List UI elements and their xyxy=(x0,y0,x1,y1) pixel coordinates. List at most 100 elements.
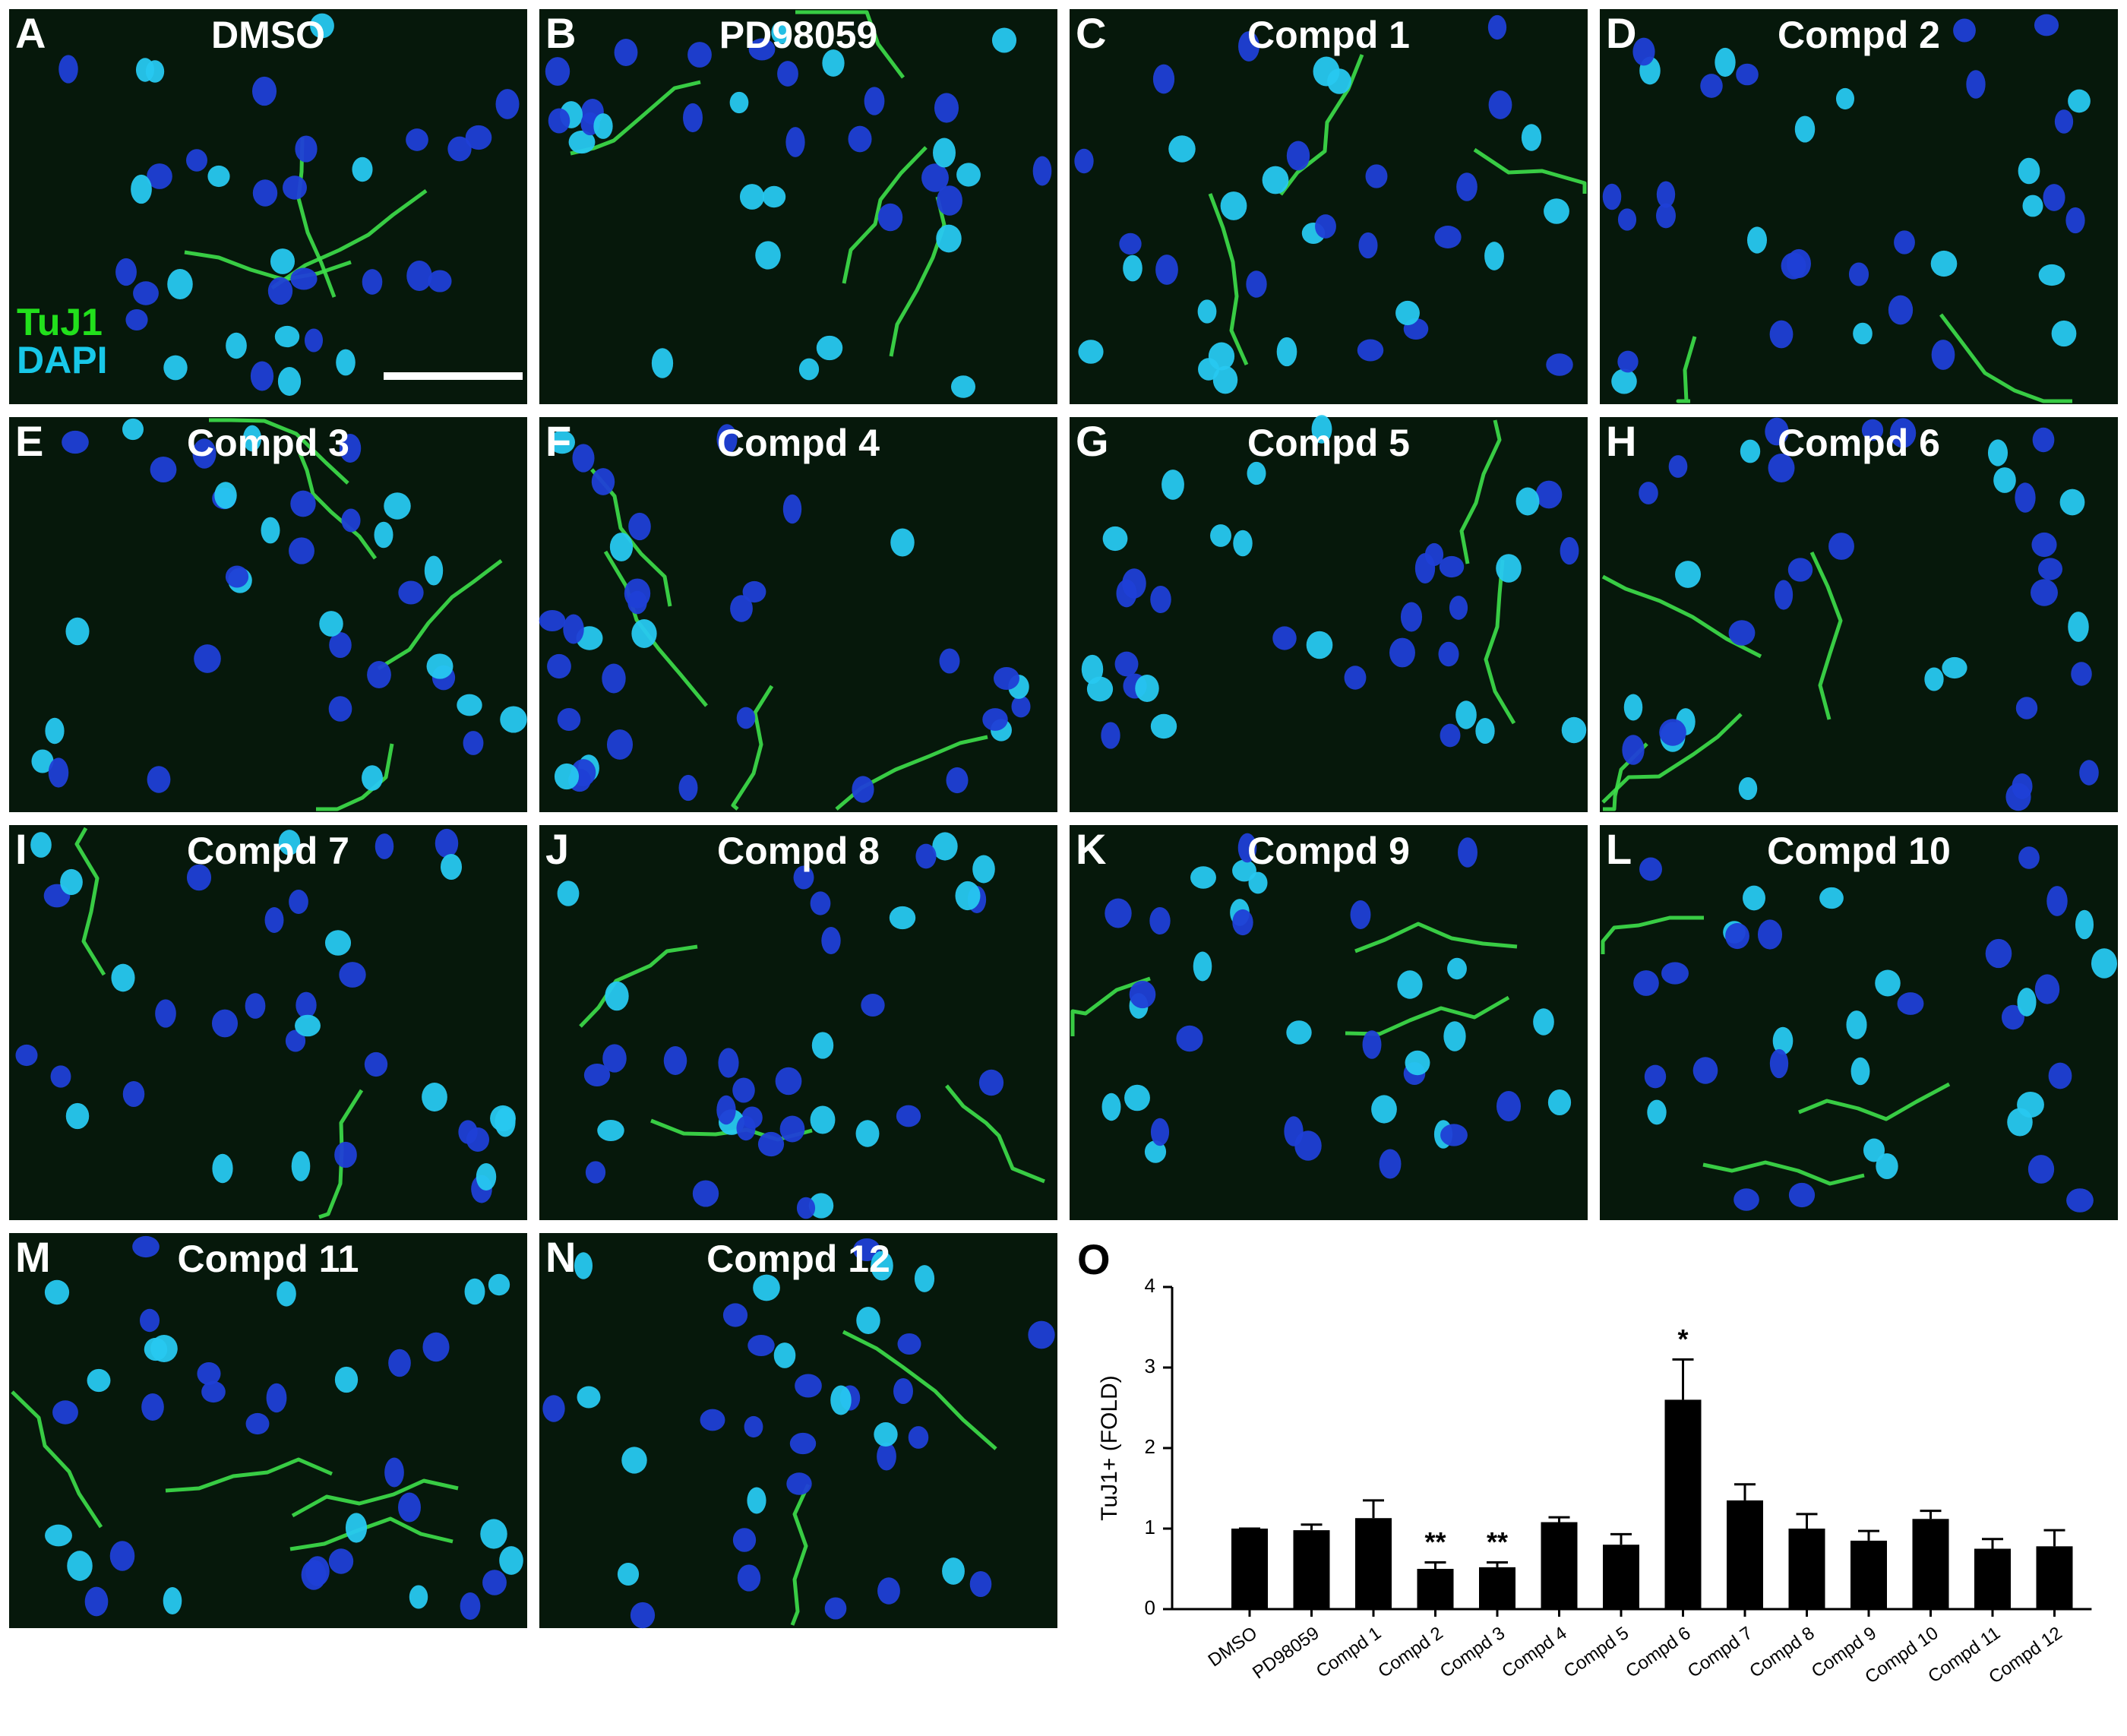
nucleus xyxy=(44,1279,70,1305)
nucleus xyxy=(1611,368,1637,394)
nucleus xyxy=(1889,418,1917,448)
nucleus xyxy=(893,1377,913,1405)
nucleus xyxy=(334,1366,359,1393)
nucleus xyxy=(824,1597,847,1620)
nucleus xyxy=(591,468,615,495)
neurite xyxy=(296,137,337,298)
nucleus xyxy=(60,868,83,896)
nucleus xyxy=(270,248,296,274)
micrograph-panel: B PD98059 xyxy=(539,9,1057,404)
nucleus xyxy=(2043,184,2065,211)
nucleus xyxy=(207,165,230,188)
nucleus xyxy=(955,881,981,911)
panel-letter: B xyxy=(545,9,576,57)
nucleus xyxy=(1835,87,1855,110)
nucleus xyxy=(266,1383,287,1413)
nucleus xyxy=(30,832,52,858)
nucleus xyxy=(1644,1064,1667,1089)
nucleus xyxy=(2068,612,2089,642)
nucleus xyxy=(933,138,956,168)
nucleus xyxy=(1400,602,1423,632)
nucleus xyxy=(1656,203,1676,229)
nucleus xyxy=(627,590,647,615)
y-tick-label: 4 xyxy=(1145,1274,1155,1297)
nucleus xyxy=(1488,90,1512,119)
nucleus xyxy=(777,61,798,87)
nucleus xyxy=(291,1151,311,1181)
nucleus xyxy=(856,1306,880,1335)
nucleus xyxy=(1897,992,1924,1015)
nucleus xyxy=(1434,226,1462,248)
nucleus xyxy=(1440,1124,1468,1146)
nucleus xyxy=(50,1065,71,1088)
nucleus xyxy=(1315,214,1336,239)
nucleus xyxy=(1617,208,1637,231)
nucleus xyxy=(460,1592,481,1620)
nucleus xyxy=(583,1064,611,1086)
nucleus xyxy=(651,348,674,378)
nucleus xyxy=(267,277,293,305)
neurite xyxy=(291,1478,459,1518)
nucleus xyxy=(942,1557,965,1585)
neurite xyxy=(318,1089,364,1219)
nucleus xyxy=(795,1374,822,1398)
nucleus xyxy=(1357,339,1384,362)
nucleus xyxy=(716,424,738,454)
nucleus xyxy=(466,1127,490,1152)
nucleus xyxy=(375,833,394,859)
panel-letter: O xyxy=(1077,1235,1111,1283)
nucleus xyxy=(742,580,766,603)
nucleus xyxy=(192,438,216,469)
nucleus xyxy=(1765,417,1789,446)
nucleus xyxy=(1602,183,1622,210)
nucleus xyxy=(1443,1021,1466,1051)
y-tick-label: 0 xyxy=(1145,1596,1155,1619)
nucleus xyxy=(896,1105,921,1127)
y-tick-label: 2 xyxy=(1145,1435,1155,1458)
micrograph-panel: K Compd 9 xyxy=(1070,825,1588,1220)
nucleus xyxy=(384,492,411,520)
nucleus xyxy=(250,361,274,391)
nucleus xyxy=(2012,773,2033,799)
nucleus xyxy=(1623,694,1643,721)
nucleus xyxy=(109,1541,135,1571)
panel-letter: F xyxy=(545,417,571,465)
nucleus xyxy=(1129,980,1156,1009)
nucleus xyxy=(87,1368,111,1393)
nucleus xyxy=(1930,250,1958,277)
nucleus xyxy=(853,1238,880,1262)
nucleus xyxy=(871,1251,893,1281)
nucleus xyxy=(362,269,383,295)
nucleus xyxy=(2037,558,2063,580)
nucleus xyxy=(1639,482,1658,504)
nucleus xyxy=(730,595,753,622)
nucleus xyxy=(141,1393,164,1421)
nucleus xyxy=(1212,365,1238,394)
nucleus xyxy=(194,644,221,673)
nucleus xyxy=(2079,760,2099,786)
nucleus xyxy=(1668,455,1688,478)
nucleus xyxy=(1276,337,1297,367)
nucleus xyxy=(757,1131,785,1157)
significance-mark: ** xyxy=(1424,1526,1446,1557)
nucleus xyxy=(364,1051,388,1077)
nucleus xyxy=(2059,489,2085,516)
nucleus xyxy=(1700,74,1723,98)
nucleus xyxy=(1740,439,1761,463)
nucleus xyxy=(950,375,976,398)
nucleus xyxy=(1237,833,1257,863)
neurite xyxy=(377,559,503,671)
nucleus xyxy=(1876,1153,1898,1179)
nucleus xyxy=(277,367,302,396)
nucleus xyxy=(1769,320,1794,349)
nucleus xyxy=(793,865,814,890)
nucleus xyxy=(1743,885,1765,911)
nucleus xyxy=(2018,157,2040,185)
nucleus xyxy=(1246,270,1267,298)
bar xyxy=(1788,1529,1825,1609)
nucleus xyxy=(1135,674,1159,703)
neurite xyxy=(889,196,947,357)
nucleus xyxy=(1358,232,1378,259)
nucleus xyxy=(1371,1095,1397,1124)
nucleus xyxy=(406,261,432,291)
